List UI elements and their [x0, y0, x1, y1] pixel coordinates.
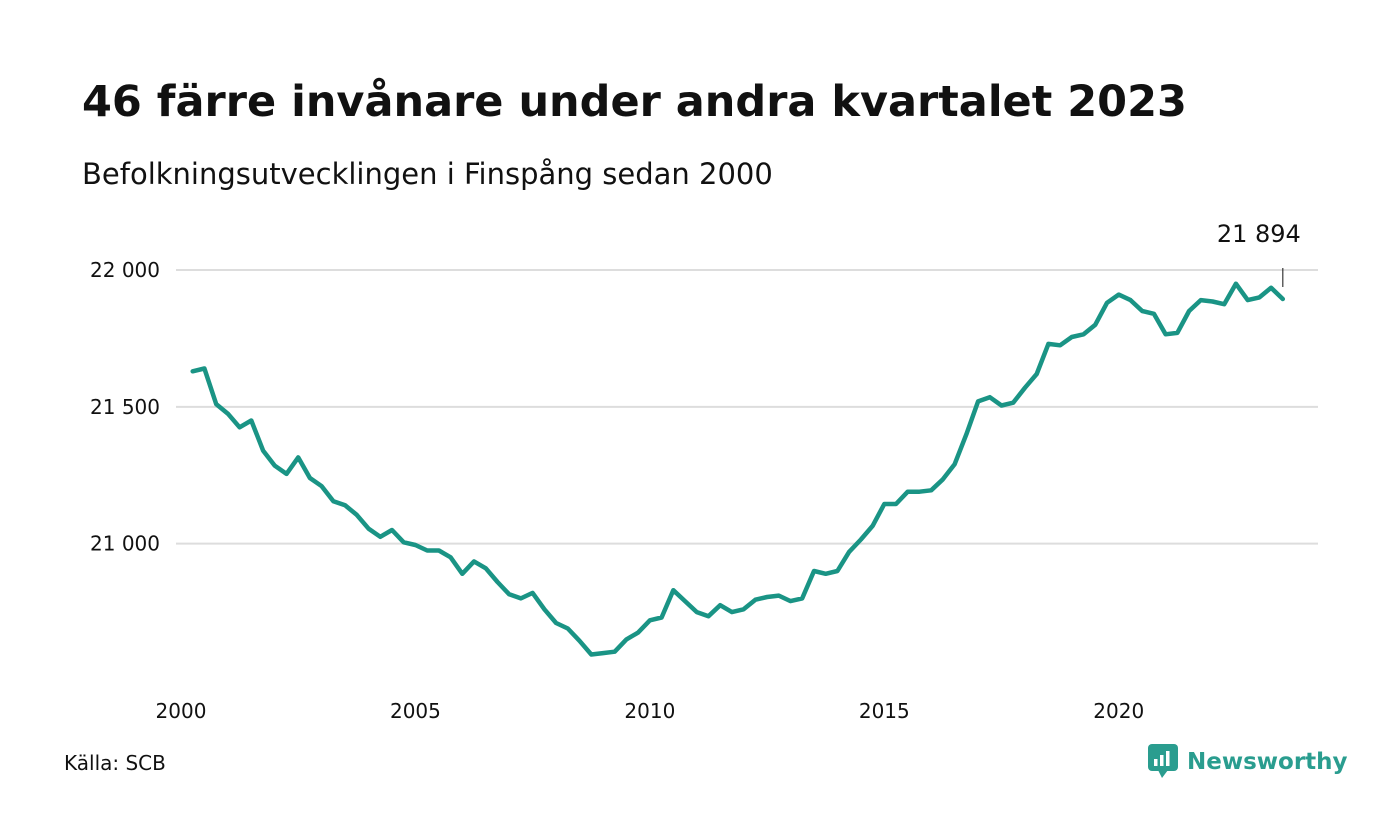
chart-title: 46 färre invånare under andra kvartalet … [82, 77, 1187, 127]
chart-subtitle: Befolkningsutvecklingen i Finspång sedan… [82, 157, 773, 191]
y-tick-label: 22 000 [90, 258, 160, 282]
newsworthy-logo: Newsworthy [1148, 744, 1348, 780]
series-layer [190, 281, 1286, 657]
brand-name: Newsworthy [1187, 749, 1348, 775]
y-axis-ticks: 21 000 21 500 22 000 [90, 258, 160, 556]
source-note: Källa: SCB [64, 751, 166, 775]
x-tick-label: 2010 [624, 699, 675, 723]
x-tick-label: 2005 [390, 699, 441, 723]
x-tick-label: 2020 [1093, 699, 1144, 723]
x-tick-label: 2015 [859, 699, 910, 723]
x-axis-ticks: 2000 2005 2010 2015 2020 [156, 699, 1145, 723]
grid-lines [176, 269, 1318, 545]
y-tick-label: 21 500 [90, 395, 160, 419]
chart-bubble-icon [1148, 744, 1178, 778]
end-value-annotation: 21 894 [1217, 220, 1301, 287]
x-tick-label: 2000 [156, 699, 207, 723]
population-line [190, 281, 1286, 657]
y-tick-label: 21 000 [90, 532, 160, 556]
annotation-label: 21 894 [1217, 220, 1301, 248]
